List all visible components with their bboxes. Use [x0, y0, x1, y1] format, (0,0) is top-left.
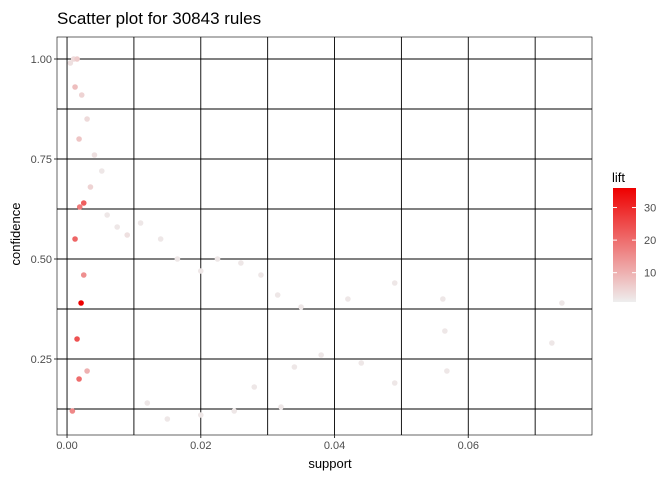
y-tick-label: 0.25: [31, 354, 52, 366]
data-point: [144, 400, 151, 406]
data-point: [80, 200, 87, 206]
x-tick-label: 0.02: [190, 440, 211, 452]
data-point: [197, 268, 204, 274]
data-point: [137, 220, 144, 226]
data-point: [251, 384, 258, 390]
data-point: [442, 328, 448, 334]
data-point: [549, 340, 555, 346]
data-point: [80, 272, 87, 278]
legend-ticks: 10 20 30: [613, 203, 656, 280]
data-point: [174, 256, 181, 262]
data-point: [298, 304, 304, 310]
data-point: [76, 136, 82, 142]
data-point: [238, 260, 244, 266]
data-point: [391, 380, 398, 386]
data-point: [440, 296, 446, 302]
data-point: [74, 56, 80, 62]
data-point: [258, 272, 264, 278]
legend-color-bar: [613, 188, 636, 302]
legend-tick-label: 20: [644, 235, 656, 247]
data-point: [67, 60, 74, 66]
y-axis-ticks: 0.25 0.50 0.75 1.00: [31, 54, 57, 366]
data-point: [358, 360, 365, 366]
data-point: [76, 204, 83, 210]
data-point: [78, 300, 84, 306]
data-point: [114, 224, 120, 230]
data-point: [559, 300, 565, 306]
data-points: [67, 56, 565, 422]
x-tick-label: 0.00: [56, 440, 77, 452]
data-point: [124, 232, 131, 238]
x-tick-label: 0.04: [324, 440, 345, 452]
y-tick-label: 1.00: [31, 54, 52, 66]
data-point: [391, 280, 398, 286]
data-point: [278, 404, 284, 410]
plot-panel: [56, 36, 593, 436]
data-point: [99, 168, 105, 174]
data-point: [76, 376, 82, 382]
legend-tick-label: 10: [644, 268, 656, 280]
data-point: [91, 152, 98, 158]
x-axis-ticks: 0.00 0.02 0.04 0.06: [56, 435, 479, 452]
data-point: [72, 236, 78, 242]
y-axis-title: confidence: [8, 203, 23, 266]
x-axis-title: support: [308, 456, 352, 471]
chart-title: Scatter plot for 30843 rules: [57, 9, 261, 28]
color-legend: lift 10 20 30: [612, 170, 656, 302]
legend-title: lift: [612, 170, 625, 185]
data-point: [69, 408, 76, 414]
data-point: [318, 352, 324, 358]
data-point: [157, 236, 164, 242]
y-tick-label: 0.75: [31, 154, 52, 166]
data-point: [274, 292, 281, 298]
legend-tick-label: 30: [644, 203, 656, 215]
data-point: [197, 412, 204, 418]
data-point: [231, 408, 238, 414]
data-point: [78, 92, 85, 98]
data-point: [72, 84, 78, 90]
data-point: [84, 116, 90, 122]
data-point: [214, 256, 221, 262]
data-point: [87, 184, 94, 190]
data-point: [444, 368, 450, 374]
y-tick-label: 0.50: [31, 254, 52, 266]
data-point: [84, 368, 90, 374]
data-point: [164, 416, 171, 422]
data-point: [74, 336, 80, 342]
grid-lines: [57, 37, 592, 435]
data-point: [291, 364, 298, 370]
x-tick-label: 0.06: [458, 440, 479, 452]
data-point: [104, 212, 110, 218]
data-point: [345, 296, 351, 302]
